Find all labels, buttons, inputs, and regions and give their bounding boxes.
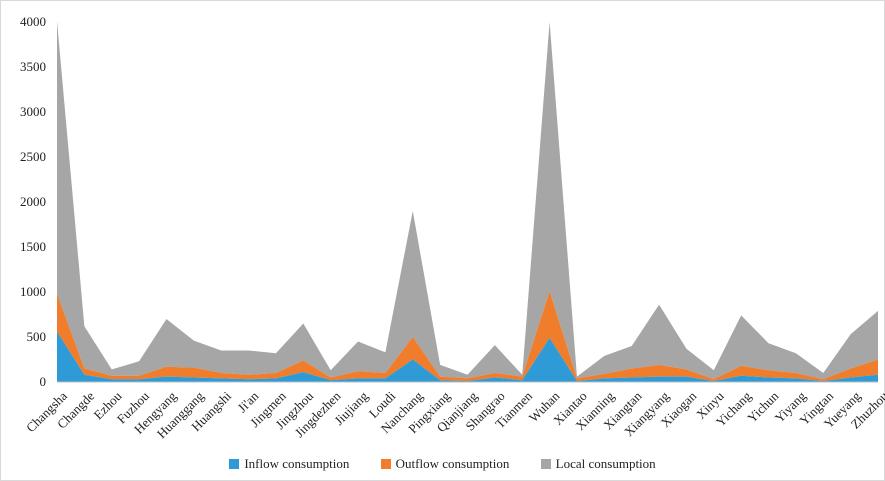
y-tick-label: 1000: [20, 284, 46, 299]
legend-label-local: Local consumption: [555, 456, 656, 471]
legend-item-outflow: Outflow consumption: [380, 456, 510, 472]
legend-label-inflow: Inflow consumption: [244, 456, 350, 471]
legend-item-inflow: Inflow consumption: [229, 456, 349, 472]
legend-label-outflow: Outflow consumption: [395, 456, 510, 471]
y-tick-label: 3500: [20, 59, 46, 74]
x-tick-labels: ChangshaChangdeEzhouFuzhouHengyangHuangg…: [23, 388, 885, 441]
legend-swatch-inflow: [229, 459, 240, 469]
legend-item-local: Local consumption: [540, 456, 656, 472]
y-tick-label: 1500: [20, 239, 46, 254]
legend-swatch-outflow: [380, 459, 391, 469]
y-tick-label: 2000: [20, 194, 46, 209]
y-tick-label: 3000: [20, 104, 46, 119]
y-tick-label: 0: [40, 374, 47, 389]
series-areas: [57, 21, 878, 382]
y-tick-labels: 0 500 1000 1500 2000 2500 3000 3500 4000: [20, 14, 46, 389]
y-tick-label: 2500: [20, 149, 46, 164]
legend: Inflow consumption Outflow consumption L…: [0, 456, 885, 473]
y-tick-label: 500: [27, 329, 47, 344]
legend-swatch-local: [540, 459, 551, 469]
area-series-2: [57, 21, 878, 380]
y-tick-label: 4000: [20, 14, 46, 29]
